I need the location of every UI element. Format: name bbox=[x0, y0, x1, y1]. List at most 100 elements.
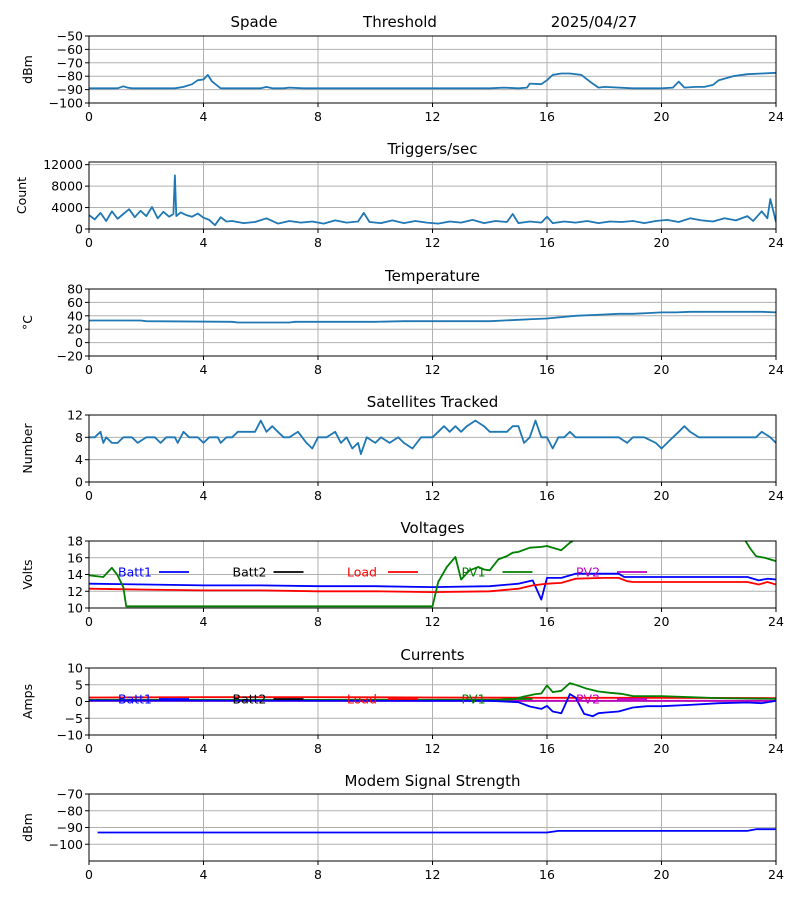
y-tick-label: −100 bbox=[49, 837, 83, 852]
series-line-temperature-0 bbox=[89, 310, 776, 324]
y-tick-label: 10 bbox=[67, 601, 83, 616]
series-line-modem-0 bbox=[97, 828, 776, 834]
x-tick-label: 0 bbox=[85, 867, 93, 882]
x-tick-label: 24 bbox=[768, 741, 784, 756]
series-line-satellites-0 bbox=[89, 419, 776, 456]
y-axis-label: Number bbox=[20, 423, 35, 474]
y-tick-label: −70 bbox=[57, 55, 83, 70]
chart-title: Satellites Tracked bbox=[367, 393, 498, 411]
grid-lines bbox=[89, 36, 776, 103]
tick-marks bbox=[85, 793, 777, 865]
x-tick-label: 8 bbox=[314, 488, 322, 503]
y-tick-label: 18 bbox=[67, 534, 83, 549]
grid-lines bbox=[89, 289, 776, 356]
series-line-pv1 bbox=[89, 541, 575, 608]
legend-label-load: Load bbox=[347, 692, 377, 707]
x-tick-label: 20 bbox=[654, 867, 670, 882]
x-tick-label: 24 bbox=[768, 614, 784, 629]
x-tick-label: 12 bbox=[425, 235, 441, 250]
x-tick-label: 16 bbox=[539, 741, 555, 756]
x-tick-label: 8 bbox=[314, 362, 322, 377]
series-line-pv1 bbox=[89, 682, 776, 701]
x-tick-label: 0 bbox=[85, 235, 93, 250]
x-tick-label: 16 bbox=[539, 867, 555, 882]
y-tick-label: 40 bbox=[67, 308, 83, 323]
x-tick-label: 8 bbox=[314, 614, 322, 629]
x-tick-label: 20 bbox=[654, 362, 670, 377]
x-tick-label: 24 bbox=[768, 867, 784, 882]
series-line-batt1 bbox=[89, 572, 776, 601]
legend-label-batt2: Batt2 bbox=[233, 565, 267, 580]
chart-threshold: 0 4 8 12 16 20 24 −100−90−80−70−60−50 dBm bbox=[20, 29, 784, 125]
threshold-label: Threshold bbox=[362, 13, 437, 31]
tick-marks bbox=[85, 288, 777, 360]
x-tick-label: 12 bbox=[425, 614, 441, 629]
y-tick-label: 0 bbox=[75, 335, 83, 350]
series-line-batt1 bbox=[89, 693, 776, 718]
legend-label-pv2: PV2 bbox=[576, 692, 600, 707]
x-tick-label: 4 bbox=[200, 867, 208, 882]
series-line-triggers-0 bbox=[89, 174, 776, 227]
y-tick-label: 0 bbox=[75, 222, 83, 237]
x-tick-label: 16 bbox=[539, 109, 555, 124]
grid-lines bbox=[89, 794, 776, 861]
y-tick-label: −90 bbox=[57, 820, 83, 835]
y-axis-label: dBm bbox=[20, 55, 35, 84]
x-tick-label: 4 bbox=[200, 362, 208, 377]
legend: Batt1 Batt2 Load PV1 PV2 bbox=[118, 692, 647, 707]
legend-label-pv1: PV1 bbox=[462, 692, 486, 707]
chart-triggers: 0 4 8 12 16 20 24 0 4000 8000 12000 Triggers/sec Cou… bbox=[14, 140, 784, 250]
y-tick-label: −60 bbox=[57, 42, 83, 57]
y-tick-label: 12 bbox=[67, 584, 83, 599]
tick-marks bbox=[85, 35, 777, 107]
tick-marks bbox=[85, 667, 777, 739]
series-group bbox=[89, 174, 776, 227]
tick-marks bbox=[85, 414, 777, 486]
legend-label-pv2: PV2 bbox=[576, 565, 600, 580]
y-tick-label: 4000 bbox=[51, 200, 83, 215]
figure-header: Spade Threshold 2025/04/27 bbox=[231, 13, 638, 31]
y-tick-label: −80 bbox=[57, 803, 83, 818]
x-tick-label: 4 bbox=[200, 109, 208, 124]
series-group bbox=[89, 541, 776, 608]
y-tick-label: 14 bbox=[67, 567, 83, 582]
y-tick-label: −10 bbox=[57, 728, 83, 743]
series-line-load bbox=[89, 577, 776, 593]
y-tick-label: 0 bbox=[75, 694, 83, 709]
y-tick-label: −5 bbox=[65, 711, 83, 726]
tick-marks bbox=[85, 164, 777, 233]
x-tick-label: 12 bbox=[425, 109, 441, 124]
y-tick-label: −70 bbox=[57, 787, 83, 802]
y-axis-label: °C bbox=[20, 315, 35, 330]
y-tick-label: 12000 bbox=[43, 157, 83, 172]
series-group bbox=[89, 310, 776, 324]
legend-label-batt2: Batt2 bbox=[233, 692, 267, 707]
x-tick-label: 20 bbox=[654, 741, 670, 756]
legend: Batt1 Batt2 Load PV1 PV2 bbox=[118, 565, 647, 580]
y-tick-label: −20 bbox=[57, 349, 83, 364]
x-tick-label: 0 bbox=[85, 109, 93, 124]
series-group bbox=[89, 682, 776, 718]
x-tick-label: 20 bbox=[654, 109, 670, 124]
y-axis-label: Volts bbox=[20, 559, 35, 589]
station-name: Spade bbox=[231, 13, 278, 31]
y-tick-label: −80 bbox=[57, 69, 83, 84]
chart-satellites: 0 4 8 12 16 20 24 0 4 8 12 Satellites Tracked Number bbox=[20, 393, 784, 503]
x-tick-label: 16 bbox=[539, 488, 555, 503]
chart-modem: 0 4 8 12 16 20 24 −100 −90 −80−70 Modem Signal Str… bbox=[20, 772, 784, 882]
series-group bbox=[97, 828, 776, 834]
x-tick-label: 0 bbox=[85, 362, 93, 377]
y-axis-label: dBm bbox=[20, 813, 35, 842]
y-tick-label: 10 bbox=[67, 661, 83, 676]
y-axis-label: Count bbox=[14, 177, 29, 214]
x-tick-label: 0 bbox=[85, 741, 93, 756]
y-tick-label: −90 bbox=[57, 82, 83, 97]
x-tick-label: 4 bbox=[200, 488, 208, 503]
chart-title: Temperature bbox=[384, 267, 480, 285]
x-tick-label: 4 bbox=[200, 235, 208, 250]
y-tick-label: 12 bbox=[67, 408, 83, 423]
y-tick-label: 60 bbox=[67, 295, 83, 310]
